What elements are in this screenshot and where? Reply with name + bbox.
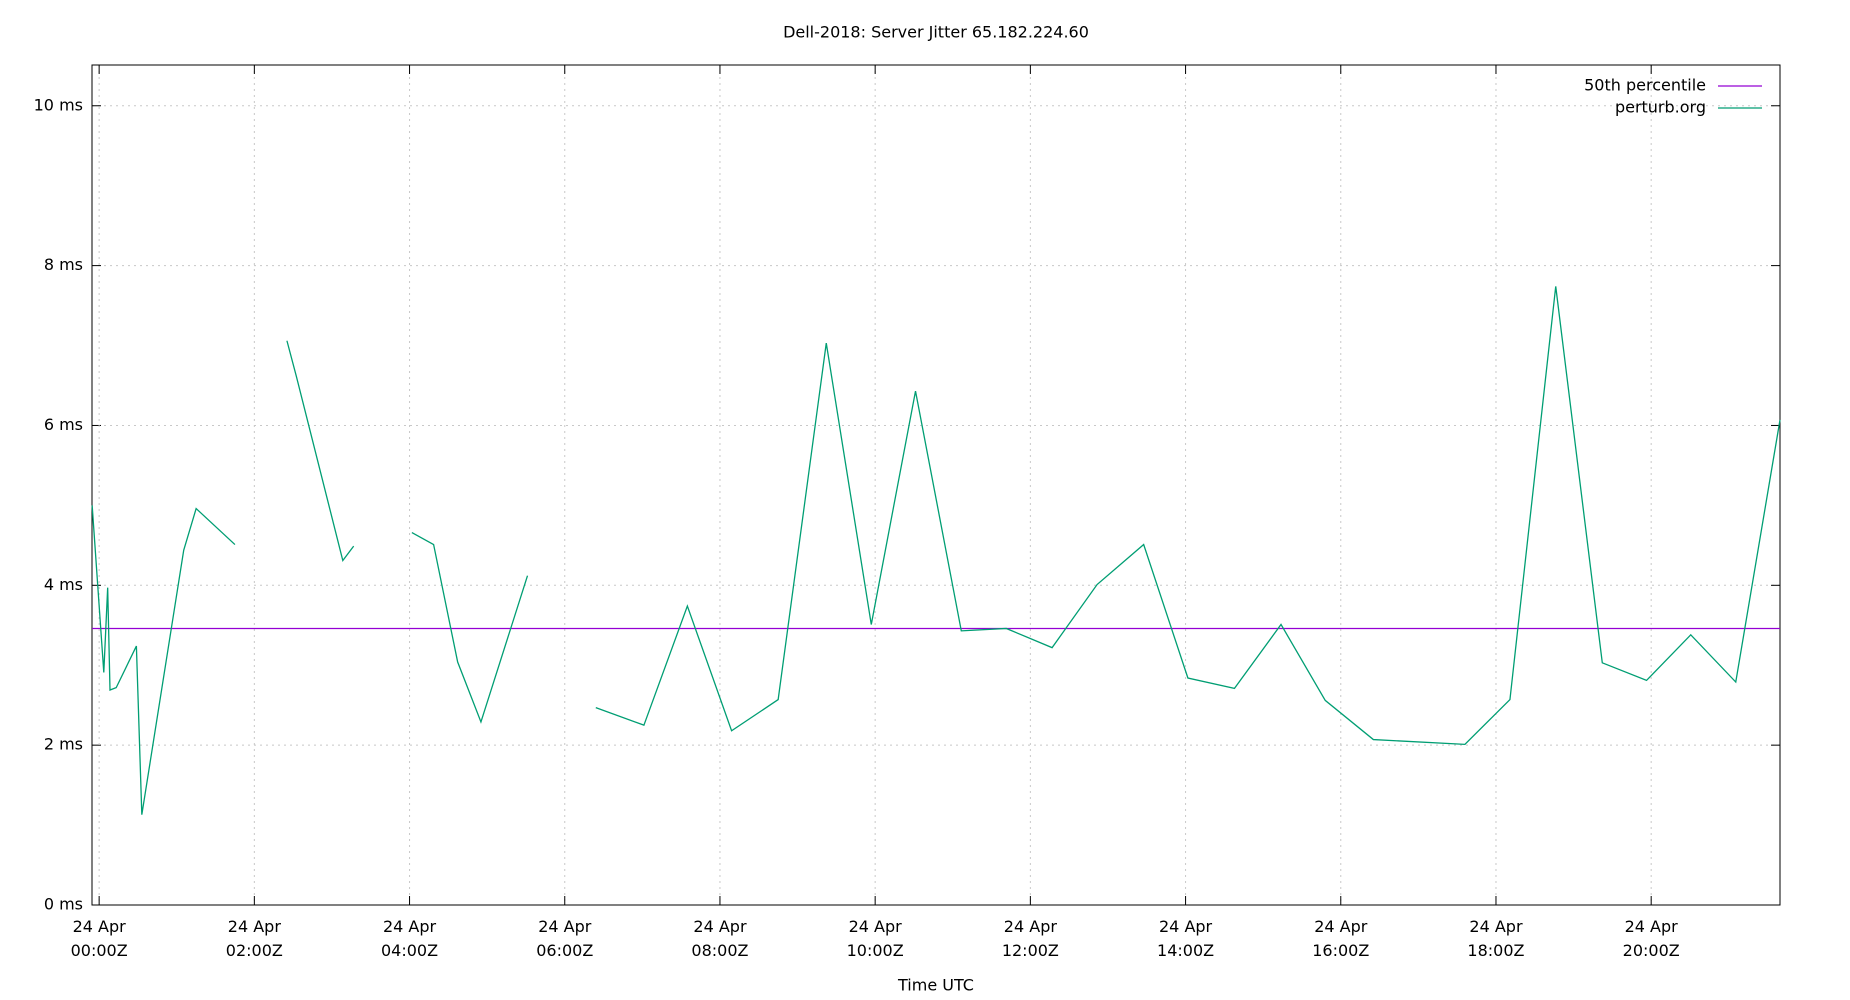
x-tick-label: 24 Apr 20:00Z	[1623, 917, 1680, 960]
plot-frame	[91, 64, 1781, 906]
x-tick-label: 24 Apr 08:00Z	[691, 917, 748, 960]
legend-label: perturb.org	[1615, 98, 1706, 117]
y-tick-label: 4 ms	[44, 575, 83, 594]
y-tick-label: 8 ms	[44, 255, 83, 274]
x-tick-label: 24 Apr 18:00Z	[1467, 917, 1524, 960]
x-axis-label: Time UTC	[897, 976, 974, 995]
legend-label: 50th percentile	[1584, 76, 1706, 95]
x-tick-label: 24 Apr 04:00Z	[381, 917, 438, 960]
x-tick-label: 24 Apr 14:00Z	[1157, 917, 1214, 960]
y-tick-label: 2 ms	[44, 735, 83, 754]
x-tick-label: 24 Apr 00:00Z	[71, 917, 128, 960]
y-tick-label: 10 ms	[34, 95, 83, 114]
y-tick-label: 6 ms	[44, 415, 83, 434]
x-tick-label: 24 Apr 06:00Z	[536, 917, 593, 960]
x-tick-label: 24 Apr 02:00Z	[226, 917, 283, 960]
data-line	[91, 286, 1781, 815]
chart-title: Dell-2018: Server Jitter 65.182.224.60	[783, 23, 1089, 42]
x-tick-label: 24 Apr 16:00Z	[1312, 917, 1369, 960]
x-tick-label: 24 Apr 12:00Z	[1002, 917, 1059, 960]
y-tick-label: 0 ms	[44, 895, 83, 914]
x-tick-label: 24 Apr 10:00Z	[847, 917, 904, 960]
